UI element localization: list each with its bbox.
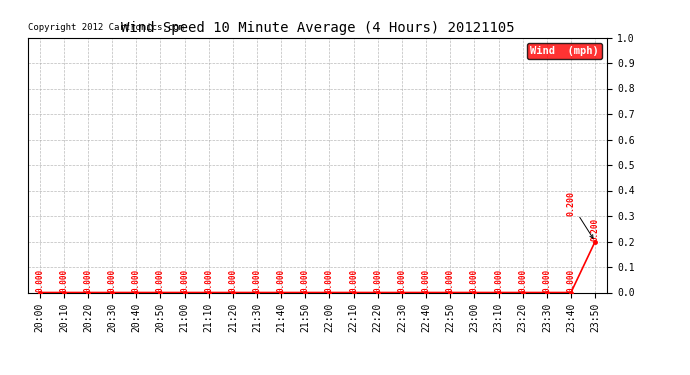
Title: Wind Speed 10 Minute Average (4 Hours) 20121105: Wind Speed 10 Minute Average (4 Hours) 2… bbox=[121, 21, 514, 35]
Text: 0.000: 0.000 bbox=[422, 268, 431, 292]
Legend: Wind  (mph): Wind (mph) bbox=[527, 43, 602, 59]
Text: 0.000: 0.000 bbox=[132, 268, 141, 292]
Text: 0.000: 0.000 bbox=[518, 268, 527, 292]
Text: 0.000: 0.000 bbox=[325, 268, 334, 292]
Text: Copyright 2012 Cartronics.com: Copyright 2012 Cartronics.com bbox=[28, 23, 184, 32]
Text: 0.000: 0.000 bbox=[542, 268, 551, 292]
Text: 0.000: 0.000 bbox=[494, 268, 503, 292]
Text: 0.000: 0.000 bbox=[180, 268, 189, 292]
Text: 0.000: 0.000 bbox=[156, 268, 165, 292]
Text: 0.200: 0.200 bbox=[566, 191, 593, 238]
Text: 0.000: 0.000 bbox=[83, 268, 92, 292]
Text: 0.000: 0.000 bbox=[470, 268, 479, 292]
Text: 0.000: 0.000 bbox=[566, 268, 575, 292]
Text: 0.000: 0.000 bbox=[35, 268, 44, 292]
Text: 0.000: 0.000 bbox=[59, 268, 68, 292]
Text: 0.000: 0.000 bbox=[228, 268, 237, 292]
Text: 0.000: 0.000 bbox=[397, 268, 406, 292]
Text: 0.000: 0.000 bbox=[301, 268, 310, 292]
Text: 0.000: 0.000 bbox=[277, 268, 286, 292]
Text: 0.000: 0.000 bbox=[253, 268, 262, 292]
Text: 0.000: 0.000 bbox=[204, 268, 213, 292]
Text: 0.000: 0.000 bbox=[349, 268, 358, 292]
Text: 0.000: 0.000 bbox=[108, 268, 117, 292]
Text: 0.200: 0.200 bbox=[591, 217, 600, 241]
Text: 0.000: 0.000 bbox=[446, 268, 455, 292]
Text: 0.000: 0.000 bbox=[373, 268, 382, 292]
